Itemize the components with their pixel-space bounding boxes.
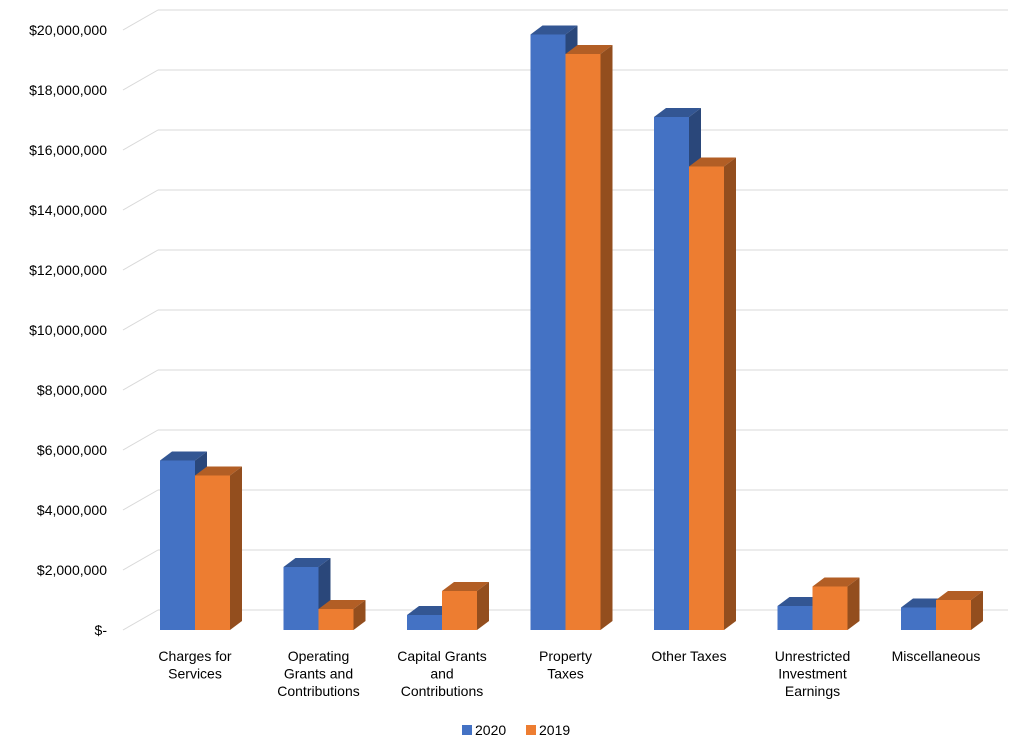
bar-2019 <box>936 591 983 630</box>
legend-label: 2020 <box>475 722 506 738</box>
bar-front <box>530 34 566 630</box>
x-axis-category-labels: Charges for Services Operating Grants and Co… <box>158 648 980 699</box>
gridline-side <box>122 429 159 451</box>
bar-side <box>230 466 242 630</box>
bar-top <box>318 600 366 609</box>
legend-label: 2019 <box>539 722 570 738</box>
legend-item: 2019 <box>526 722 570 738</box>
bar-2019 <box>195 466 242 630</box>
legend-swatch <box>462 725 472 735</box>
legend-swatch <box>526 725 536 735</box>
bar-top <box>936 591 983 600</box>
gridline-side <box>122 69 159 91</box>
bar-side <box>724 157 736 630</box>
bars <box>160 25 983 630</box>
bar-top <box>565 45 613 54</box>
bar-front <box>283 567 319 630</box>
bar-2019 <box>812 577 860 630</box>
bar-top <box>283 558 331 567</box>
y-tick-label: $14,000,000 <box>29 202 107 218</box>
bar-front <box>689 166 724 630</box>
bar-front <box>565 54 601 630</box>
bar-top <box>530 25 578 35</box>
bar-top <box>160 451 207 461</box>
bar-side <box>600 45 613 630</box>
y-tick-label: $- <box>95 622 108 638</box>
bar-front <box>901 607 936 630</box>
y-tick-label: $18,000,000 <box>29 82 107 98</box>
bar-side <box>847 577 860 630</box>
y-tick-label: $2,000,000 <box>37 562 107 578</box>
bar-side <box>971 591 983 630</box>
x-category-label: Charges for Services <box>158 648 231 682</box>
x-category-label: Capital Grants and Contributions <box>397 648 486 699</box>
bar-front <box>195 475 230 630</box>
bar-top <box>654 108 701 117</box>
bar-side <box>353 600 366 630</box>
x-category-label: Other Taxes <box>651 648 726 664</box>
y-tick-label: $4,000,000 <box>37 502 107 518</box>
y-tick-label: $6,000,000 <box>37 442 107 458</box>
bar-front <box>936 600 971 630</box>
gridline-side <box>122 9 159 31</box>
bar-2020 <box>283 558 331 630</box>
gridline-side <box>122 249 159 271</box>
bar-top <box>689 157 736 167</box>
bar-front <box>160 460 195 630</box>
bar-side <box>477 582 489 630</box>
y-tick-label: $12,000,000 <box>29 262 107 278</box>
y-tick-label: $10,000,000 <box>29 322 107 338</box>
bar-front <box>442 591 477 630</box>
bar-front <box>812 586 848 630</box>
gridline-side <box>122 309 159 331</box>
x-category-label: Property Taxes <box>539 648 592 682</box>
x-category-label: Unrestricted Investment Earnings <box>775 648 850 699</box>
y-tick-label: $20,000,000 <box>29 22 107 38</box>
legend: 2020 2019 <box>462 722 570 738</box>
x-category-label: Operating Grants and Contributions <box>277 648 360 699</box>
gridline-side <box>122 489 159 511</box>
bar-top <box>812 577 860 587</box>
y-tick-label: $8,000,000 <box>37 382 107 398</box>
y-axis-tick-labels: $- $2,000,000 $4,000,000 $6,000,000 $8,000,0… <box>29 22 107 638</box>
bar-top <box>195 466 242 476</box>
bar-front <box>407 615 442 630</box>
bar-2019 <box>442 582 489 630</box>
bar-top <box>442 582 489 591</box>
gridline-side <box>122 609 159 631</box>
bar-front <box>777 606 813 630</box>
gridline-side <box>122 129 159 151</box>
bar-2019 <box>565 45 613 630</box>
gridline-side <box>122 549 159 571</box>
y-tick-label: $16,000,000 <box>29 142 107 158</box>
gridline-side <box>122 369 159 391</box>
x-category-label: Miscellaneous <box>892 648 981 664</box>
bar-2019 <box>689 157 736 630</box>
legend-item: 2020 <box>462 722 506 738</box>
bar-front <box>654 117 689 630</box>
gridline-side <box>122 189 159 211</box>
bar-front <box>318 609 354 630</box>
bar-2019 <box>318 600 366 630</box>
